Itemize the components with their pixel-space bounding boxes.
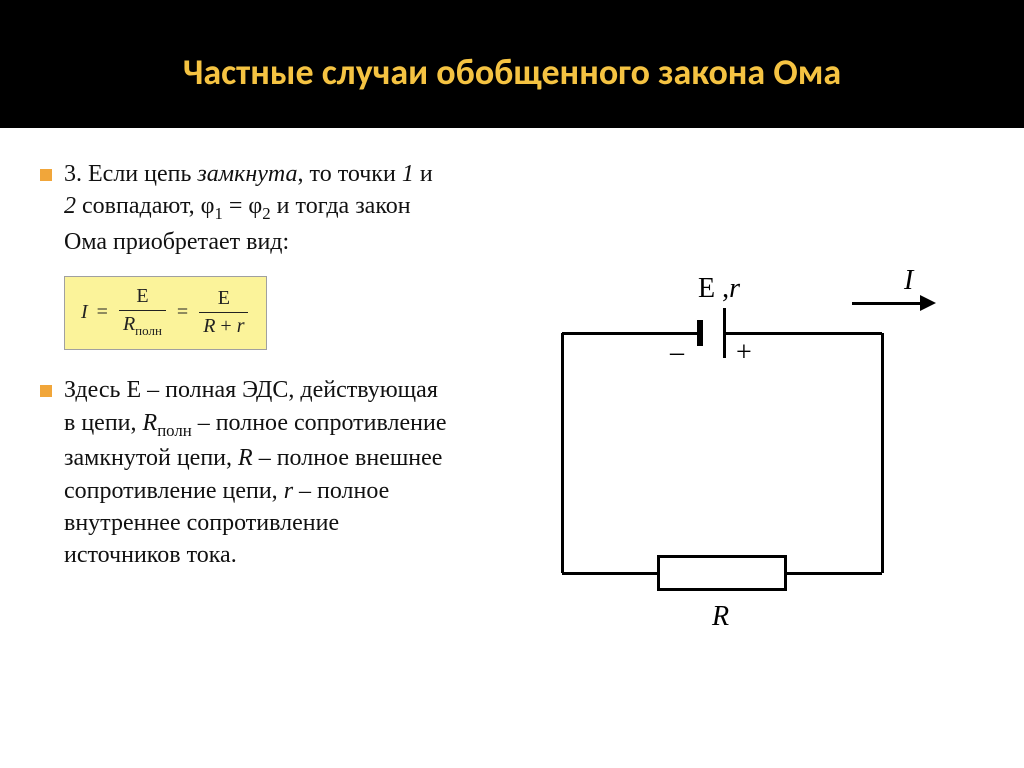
- current-arrowhead-icon: [920, 295, 936, 311]
- resistor-label: R: [712, 601, 729, 633]
- f-plus: +: [220, 315, 231, 337]
- slide-title: Частные случаи обобщенного закона Ома: [183, 50, 841, 94]
- f-eq2: =: [177, 301, 188, 323]
- wire-left: [561, 333, 564, 573]
- ohm-formula: I = E Rполн = E R + r: [64, 276, 267, 350]
- b1-num: 3.: [64, 161, 82, 187]
- wire-right: [881, 333, 884, 573]
- f-Rfull-R: R: [123, 313, 135, 335]
- wire-top-right: [724, 332, 882, 335]
- battery-minus-plate: [697, 320, 703, 346]
- b1-s2: 2: [262, 204, 270, 223]
- bullet-marker-icon: [40, 385, 52, 397]
- bullet-1-text: 3. Если цепь замкнута, то точки 1 и 2 со…: [64, 158, 450, 258]
- f-Rfull-sub: полн: [135, 323, 162, 338]
- slide-content: 3. Если цепь замкнута, то точки 1 и 2 со…: [0, 128, 1024, 768]
- wire-bottom-right: [787, 572, 882, 575]
- b1-mid2: совпадают, φ: [76, 193, 215, 219]
- bullet-2-text: Здесь E – полная ЭДС, действующая в цепи…: [64, 374, 450, 571]
- b1-pt1: 1: [402, 161, 414, 187]
- formula-block: I = E Rполн = E R + r: [64, 276, 450, 350]
- f-R: R: [203, 315, 215, 337]
- current-label: I: [904, 265, 913, 297]
- b1-and: и: [414, 161, 433, 187]
- battery-plus-label: +: [736, 337, 752, 369]
- current-arrow-line: [852, 302, 922, 305]
- f-eq1: =: [97, 301, 108, 323]
- f-I: I: [81, 301, 88, 323]
- b1-emph: замкнута: [197, 161, 297, 187]
- bullet-marker-icon: [40, 169, 52, 181]
- resistor: [657, 555, 787, 591]
- left-column: 3. Если цепь замкнута, то точки 1 и 2 со…: [40, 158, 460, 748]
- f-frac2: E R + r: [199, 287, 248, 338]
- b2-r: r: [284, 478, 293, 504]
- bullet-1: 3. Если цепь замкнута, то точки 1 и 2 со…: [40, 158, 450, 258]
- b2-full-sub: полн: [157, 420, 192, 439]
- slide-header: Частные случаи обобщенного закона Ома: [0, 0, 1024, 128]
- b1-eqs: = φ: [223, 193, 262, 219]
- wire-top-left: [562, 332, 700, 335]
- bullet-2: Здесь E – полная ЭДС, действующая в цепи…: [40, 374, 450, 571]
- battery-minus-label: –: [670, 337, 684, 369]
- circuit-diagram: – + E ,r I R: [502, 243, 942, 663]
- f-frac1: E Rполн: [119, 285, 166, 339]
- b1-pt2: 2: [64, 193, 76, 219]
- f-Rfull: Rполн: [119, 311, 166, 339]
- b2-Rfull: R: [143, 410, 158, 436]
- b2-R: R: [238, 445, 253, 471]
- b1-prefix: Если цепь: [82, 161, 197, 187]
- b1-s1: 1: [215, 204, 223, 223]
- f-E2: E: [199, 287, 248, 313]
- right-column: – + E ,r I R: [460, 158, 984, 748]
- f-r: r: [237, 315, 245, 337]
- emf-label: E ,r: [698, 273, 740, 305]
- wire-bottom-left: [562, 572, 657, 575]
- slide: Частные случаи обобщенного закона Ома 3.…: [0, 0, 1024, 768]
- battery-plus-plate: [723, 308, 726, 358]
- f-E1: E: [119, 285, 166, 311]
- b1-mid: , то точки: [298, 161, 402, 187]
- f-den2: R + r: [199, 313, 248, 338]
